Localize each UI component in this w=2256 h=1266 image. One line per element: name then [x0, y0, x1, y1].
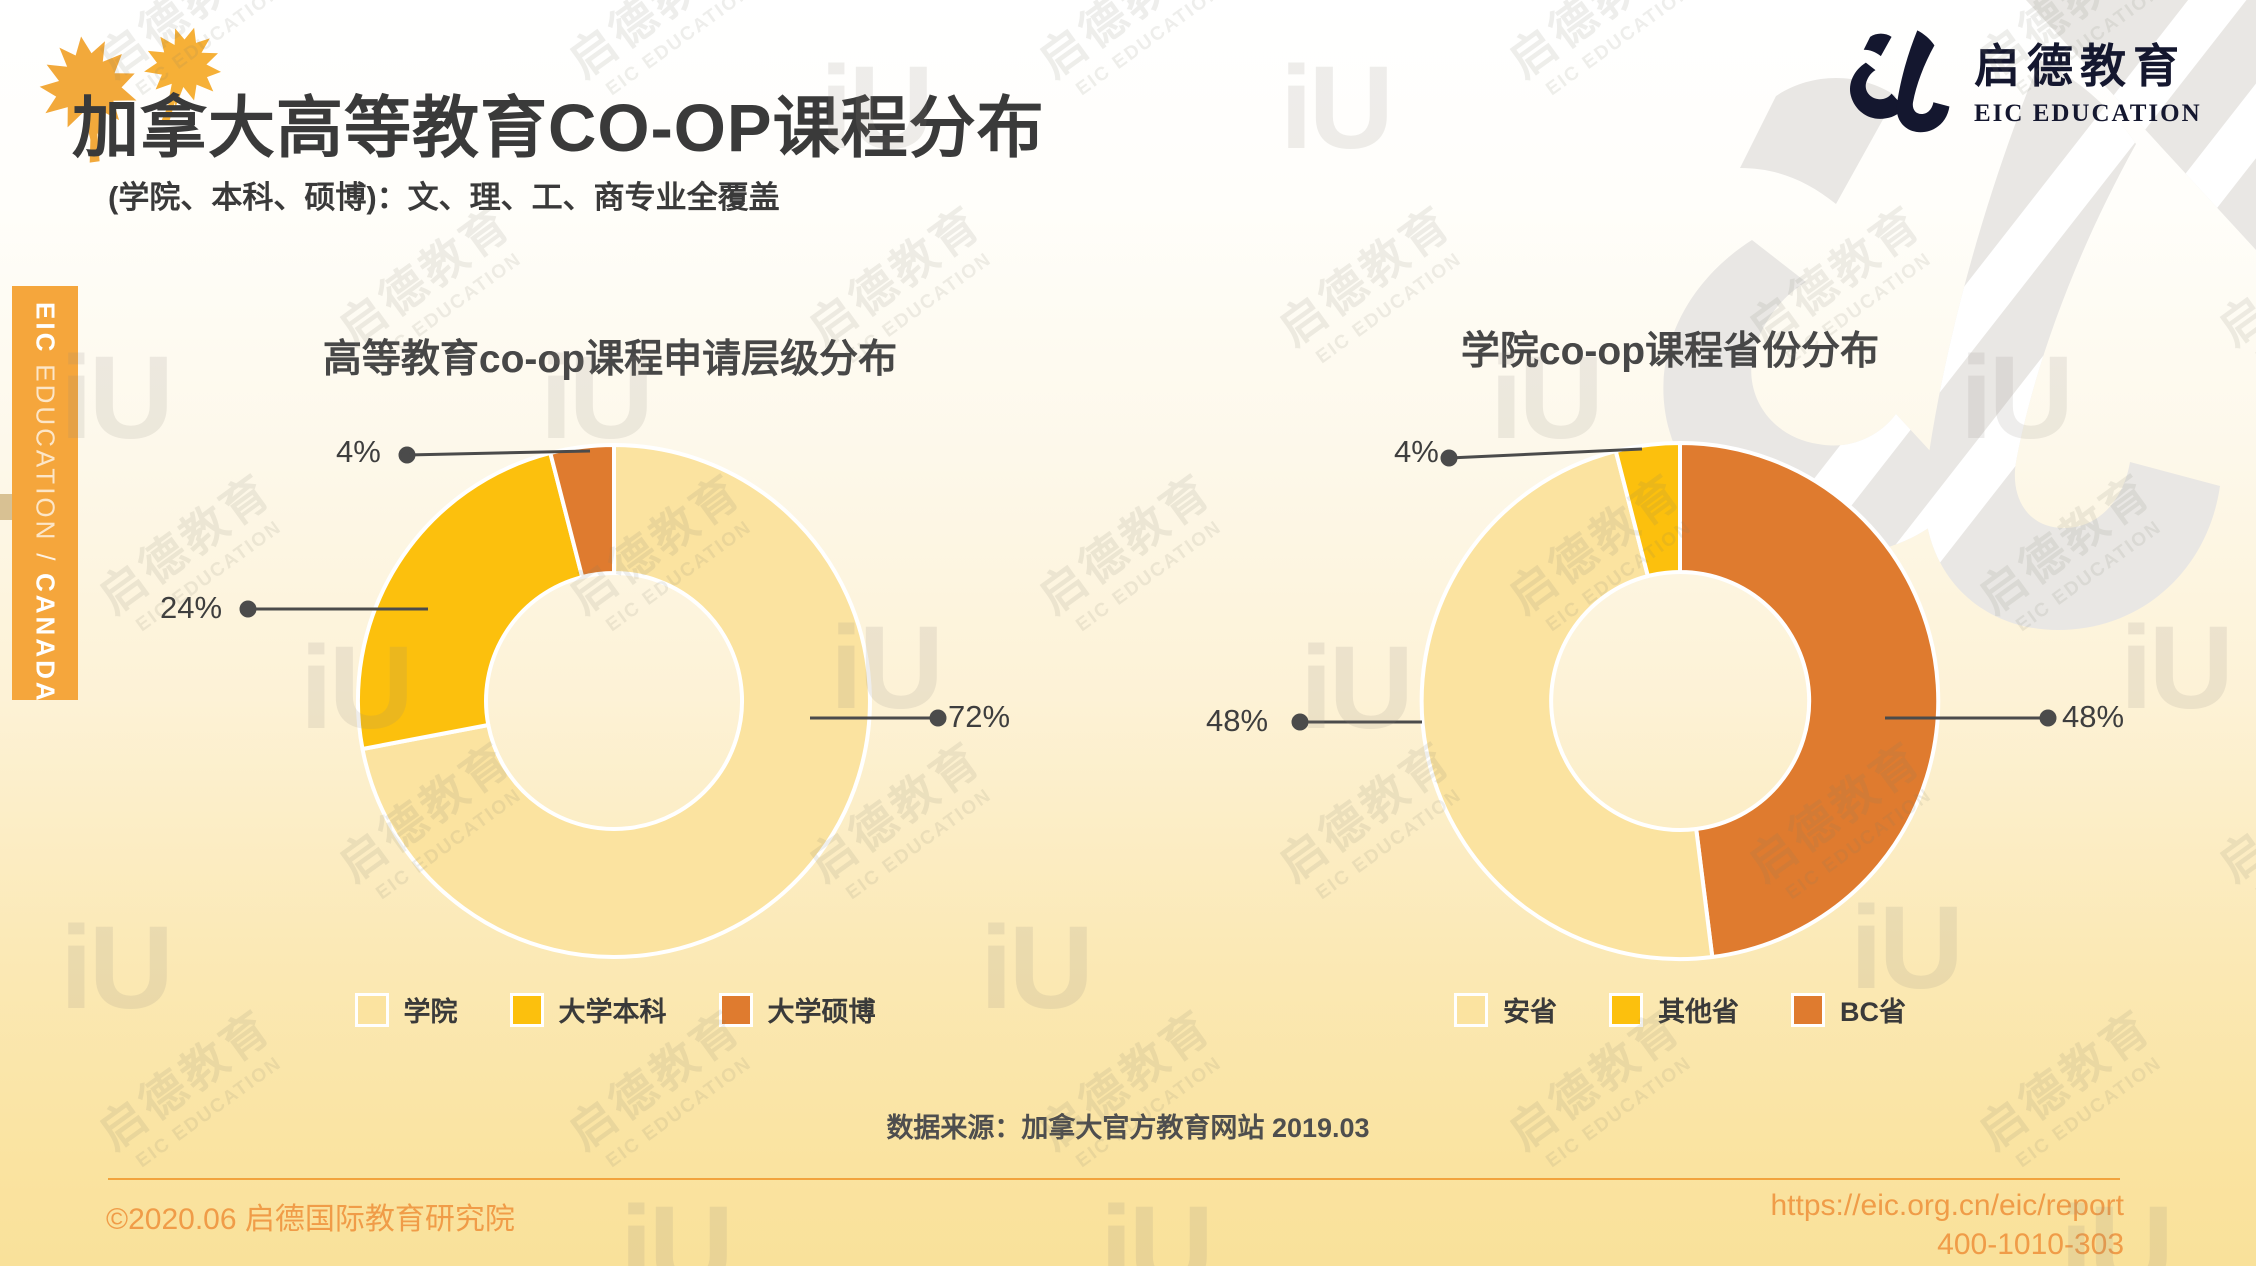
legend-label: 大学硕博 [767, 997, 876, 1027]
left-chart-legend: 学院 大学本科 大学硕博 [250, 990, 980, 1029]
legend-label: 安省 [1503, 997, 1557, 1027]
page-subtitle: (学院、本科、硕博)：文、理、工、商专业全覆盖 [108, 180, 780, 215]
right-label-ontario: 48% [1206, 703, 1269, 738]
legend-swatch [509, 992, 544, 1027]
footer-contact: https://eic.org.cn/eic/report 400-1010-3… [1771, 1186, 2125, 1264]
left-chart-title: 高等教育co-op课程申请层级分布 [322, 338, 898, 381]
logo-text-en: EIC EDUCATION [1974, 100, 2202, 127]
leader-lines [239, 446, 947, 727]
watermark-logo-glyph: iU [980, 902, 1094, 1034]
legend-swatch [354, 992, 389, 1027]
watermark-logo-glyph: iU [1300, 622, 1414, 754]
sidebar-education: EDUCATION [30, 354, 61, 543]
watermark-logo-glyph: iU [300, 622, 414, 754]
legend-swatch [1791, 992, 1825, 1027]
footer-divider [108, 1178, 2120, 1180]
sidebar-canada: CANADA [30, 573, 61, 705]
watermark-logo-glyph: iU [1100, 1182, 1214, 1266]
donut-slice-大学本科 [355, 451, 585, 751]
sidebar-banner: EIC EDUCATION / CANADA [12, 286, 78, 704]
watermark-logo-glyph: iU [60, 902, 174, 1034]
legend-item: 安省 [1454, 990, 1557, 1029]
leader-dot [929, 709, 947, 727]
legend-item: BC省 [1791, 990, 1906, 1029]
legend-label: 其他省 [1658, 997, 1739, 1027]
left-label-bachelor: 24% [160, 590, 223, 625]
legend-label: 大学本科 [558, 997, 667, 1027]
legend-item: 其他省 [1609, 990, 1739, 1029]
logo-text-cn: 启德教育 [1974, 40, 2186, 92]
right-label-bc: 48% [2062, 699, 2125, 734]
legend-item: 学院 [354, 990, 458, 1029]
legend-swatch [1609, 992, 1643, 1027]
legend-swatch [718, 992, 753, 1027]
maple-leaves-icon [39, 27, 222, 163]
leader-dot [239, 600, 257, 618]
donut-slice-学院 [360, 443, 872, 959]
legend-item: 大学本科 [509, 990, 667, 1029]
footer-phone: 400-1010-303 [1937, 1228, 2124, 1261]
eic-logo-icon [1850, 30, 1950, 133]
legend-item: 大学硕博 [718, 990, 876, 1029]
watermark-logo-glyph: iU [1280, 42, 1394, 174]
sidebar-notch [0, 494, 12, 520]
right-label-other: 4% [1394, 434, 1439, 469]
leader-dot [398, 446, 416, 464]
donut-slices [355, 442, 872, 959]
watermark-logo-glyph: iU [830, 602, 944, 734]
page-title: 加拿大高等教育CO-OP课程分布 [72, 91, 1045, 166]
sidebar-eic: EIC [30, 302, 61, 355]
left-donut-chart [239, 442, 947, 959]
left-label-college: 72% [948, 699, 1011, 734]
footer-copyright: ©2020.06 启德国际教育研究院 [106, 1203, 515, 1236]
watermark-logo-glyph: iU [620, 1182, 734, 1266]
data-source-note: 数据来源：加拿大官方教育网站 2019.03 [886, 1113, 1370, 1143]
legend-label: 学院 [403, 997, 458, 1027]
legend-swatch [1454, 992, 1488, 1027]
footer-url[interactable]: https://eic.org.cn/eic/report [1770, 1189, 2125, 1222]
right-chart-legend: 安省 其他省 BC省 [1320, 990, 2040, 1029]
leader-dot [1291, 713, 1309, 731]
leader-line [406, 449, 591, 457]
left-label-graduate: 4% [336, 434, 381, 469]
right-chart-title: 学院co-op课程省份分布 [1460, 330, 1880, 373]
leader-dot [1440, 449, 1458, 467]
legend-label: BC省 [1840, 997, 1906, 1027]
eic-logo: 启德教育 EIC EDUCATION [1838, 30, 2202, 138]
sidebar-separator: / [30, 542, 61, 574]
donut-slice-大学硕博 [548, 442, 616, 579]
